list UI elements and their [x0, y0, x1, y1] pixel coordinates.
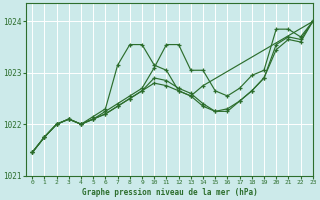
- X-axis label: Graphe pression niveau de la mer (hPa): Graphe pression niveau de la mer (hPa): [82, 188, 257, 197]
